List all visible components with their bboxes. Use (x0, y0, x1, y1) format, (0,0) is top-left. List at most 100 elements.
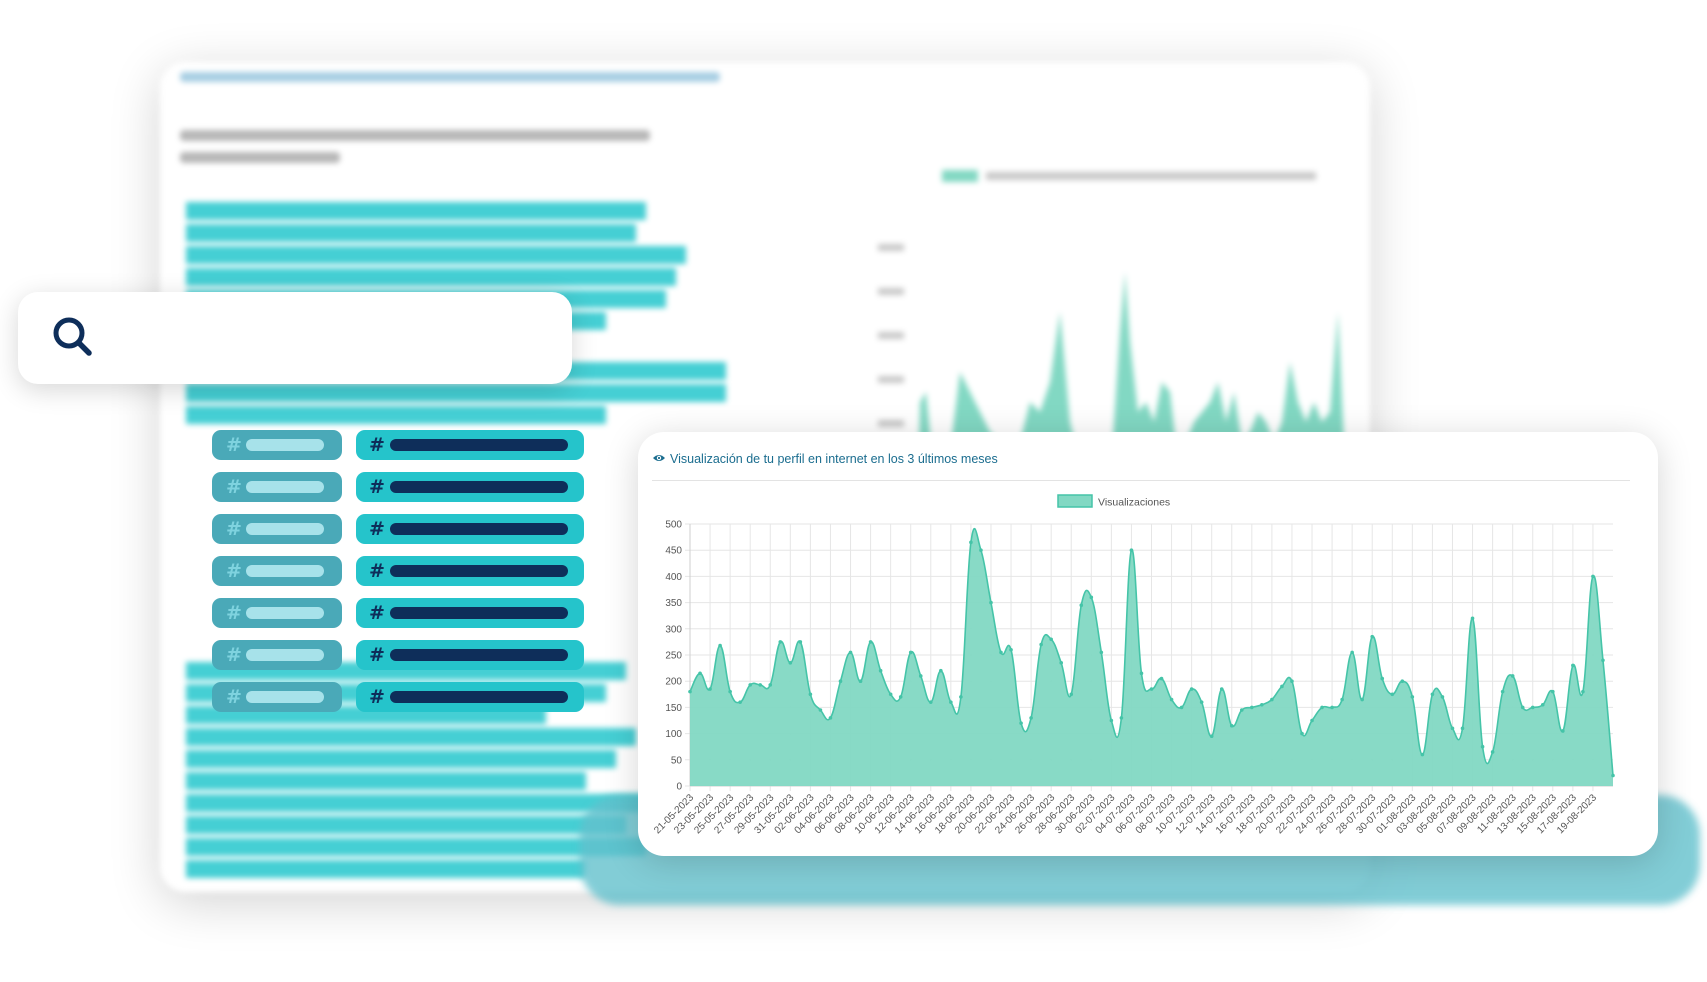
bg-highlight (186, 268, 676, 286)
data-point (1139, 671, 1144, 676)
tag-row: # # (212, 514, 584, 544)
tag-text-placeholder (246, 523, 324, 535)
bg-highlight (186, 816, 626, 834)
tag-chip-active[interactable]: # (356, 514, 584, 544)
data-point (1561, 729, 1565, 733)
bg-heading (180, 72, 720, 82)
tag-chip-active[interactable]: # (356, 430, 584, 460)
tag-text-placeholder (390, 523, 568, 535)
y-tick-label: 100 (665, 729, 682, 740)
data-point (1420, 752, 1425, 757)
tag-chip-muted[interactable]: # (212, 640, 342, 670)
data-point (1400, 679, 1405, 683)
tag-chip-active[interactable]: # (356, 556, 584, 586)
hash-icon: # (226, 644, 242, 666)
tag-chip-muted[interactable]: # (212, 430, 342, 460)
data-point (939, 668, 943, 673)
data-point (1520, 705, 1525, 710)
data-point (1591, 574, 1595, 579)
data-point (1510, 674, 1515, 678)
data-point (708, 687, 712, 691)
tag-text-placeholder (246, 649, 324, 661)
search-icon (50, 314, 94, 363)
data-point (928, 700, 933, 704)
data-point (1229, 723, 1234, 728)
data-point (898, 695, 903, 699)
data-point (1470, 616, 1475, 621)
tag-text-placeholder (390, 649, 568, 661)
tag-text-placeholder (246, 607, 324, 619)
tag-text-placeholder (390, 439, 568, 451)
hash-icon: # (369, 602, 385, 624)
data-point (1601, 658, 1605, 663)
data-point (1300, 731, 1304, 736)
data-point (1099, 650, 1104, 655)
data-point (688, 689, 692, 694)
data-point (1530, 705, 1535, 710)
series-area (690, 528, 1613, 786)
data-point (1009, 647, 1013, 652)
tag-chip-active[interactable]: # (356, 472, 584, 502)
data-point (1581, 689, 1585, 694)
data-point (1360, 697, 1364, 702)
chart-card: Visualización de tu perfil en internet e… (638, 432, 1658, 856)
tag-row: # # (212, 598, 584, 628)
tag-chip-active[interactable]: # (356, 598, 584, 628)
data-point (1079, 603, 1084, 608)
data-point (1390, 692, 1395, 697)
tag-chip-active[interactable]: # (356, 682, 584, 712)
bg-highlight (186, 772, 586, 790)
data-point (1320, 705, 1324, 710)
data-point (1149, 687, 1154, 691)
data-point (1330, 705, 1334, 710)
y-tick-label: 350 (665, 598, 682, 609)
data-point (1500, 689, 1505, 694)
tag-text-placeholder (246, 439, 324, 451)
data-point (1540, 702, 1545, 707)
tag-text-placeholder (390, 607, 568, 619)
data-point (1410, 695, 1415, 699)
data-point (1019, 721, 1023, 725)
search-bar[interactable] (18, 292, 572, 384)
data-point (989, 600, 993, 605)
tag-chip-muted[interactable]: # (212, 682, 342, 712)
tag-text-placeholder (246, 565, 324, 577)
card-header: Visualización de tu perfil en internet e… (652, 450, 998, 468)
data-point (1571, 663, 1575, 668)
tag-chip-muted[interactable]: # (212, 556, 342, 586)
data-point (718, 643, 722, 648)
data-point (918, 674, 923, 678)
tag-chip-muted[interactable]: # (212, 598, 342, 628)
card-title: Visualización de tu perfil en internet e… (670, 452, 998, 466)
legend-label: Visualizaciones (1098, 497, 1170, 509)
bg-highlight (186, 202, 646, 220)
tag-chip-muted[interactable]: # (212, 472, 342, 502)
bg-highlight (186, 406, 606, 424)
hash-icon: # (226, 560, 242, 582)
data-point (1209, 734, 1214, 739)
data-point (748, 683, 752, 687)
data-point (1049, 637, 1053, 642)
bg-highlight (186, 794, 646, 812)
data-point (1039, 642, 1043, 647)
hash-icon: # (226, 518, 242, 540)
data-point (1340, 697, 1344, 702)
data-point (788, 661, 793, 665)
data-point (1450, 726, 1455, 731)
tag-chip-muted[interactable]: # (212, 514, 342, 544)
bg-text-line (180, 152, 340, 163)
y-tick-label: 0 (676, 782, 682, 793)
data-point (1430, 692, 1435, 697)
tag-row: # # (212, 556, 584, 586)
data-point (868, 640, 873, 644)
tag-row: # # (212, 472, 584, 502)
data-point (1029, 716, 1033, 720)
tag-chip-active[interactable]: # (356, 640, 584, 670)
bg-highlight (186, 728, 636, 746)
y-tick-label: 200 (665, 677, 682, 688)
y-tick-label: 300 (665, 624, 682, 635)
tag-text-placeholder (246, 481, 324, 493)
data-point (1350, 650, 1354, 655)
eye-icon (652, 450, 666, 468)
